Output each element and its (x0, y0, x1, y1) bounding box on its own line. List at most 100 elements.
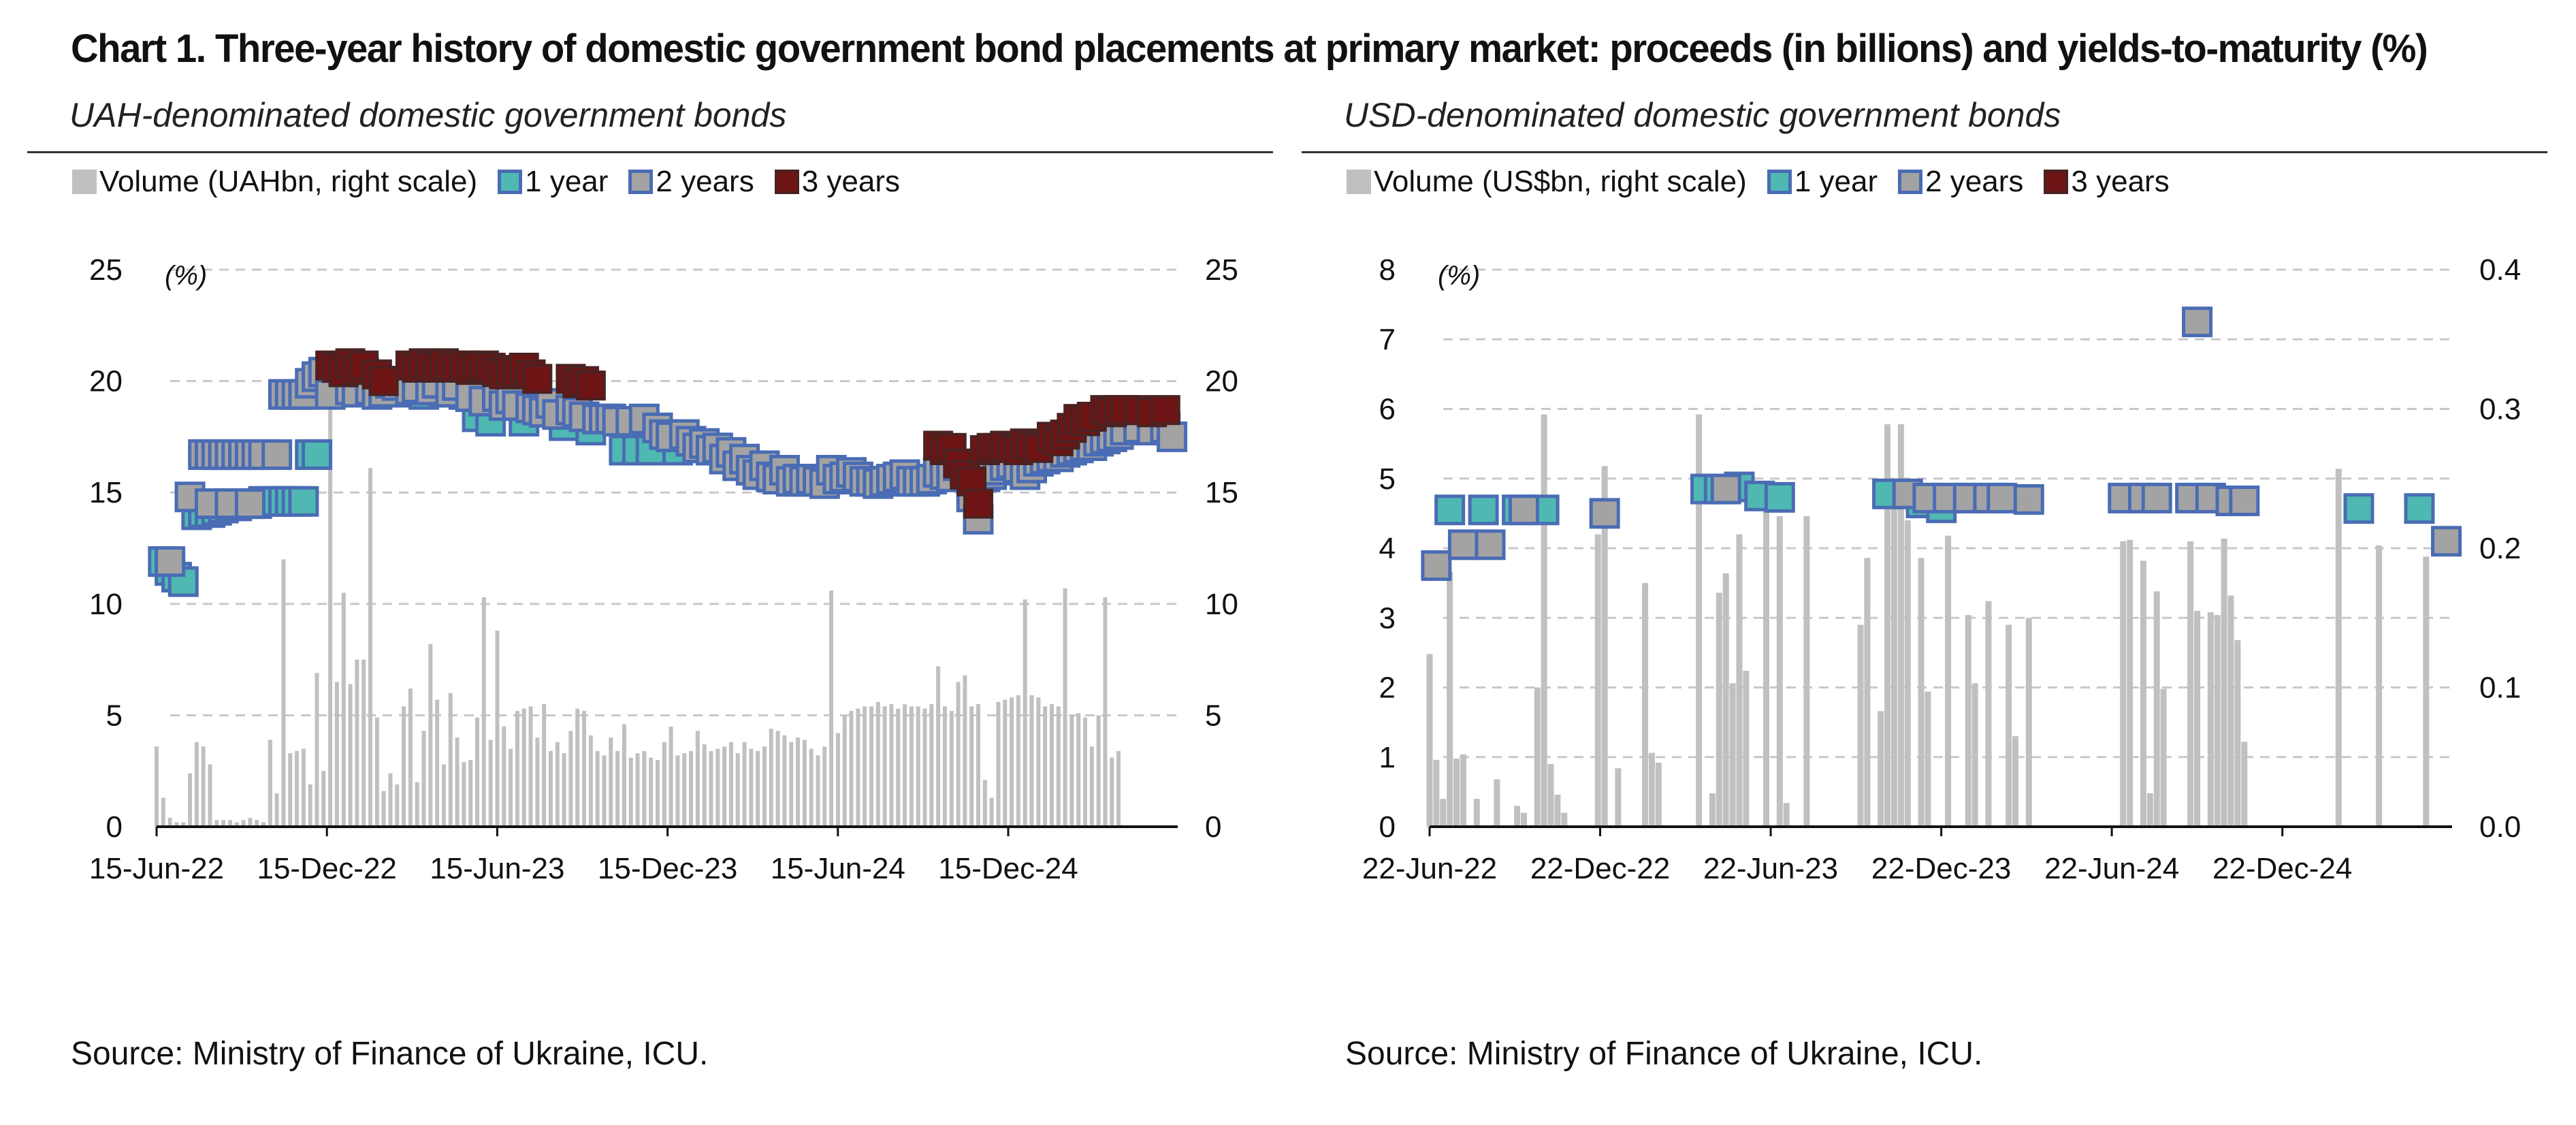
uah-volume-bar (963, 675, 967, 827)
usd-volume-bar (1897, 424, 1904, 827)
uah-volume-bar (969, 706, 974, 827)
uah-volume-bar (214, 820, 219, 827)
usd-volume-bar (1453, 758, 1460, 827)
uah-volume-bar (856, 708, 860, 827)
uah-volume-bar (1083, 717, 1088, 827)
uah-volume-bar (796, 738, 801, 827)
usd-volume-bar (1918, 558, 1925, 827)
uah-volume-bar (735, 753, 740, 827)
uah-volume-bar (341, 592, 346, 827)
usd-right-tick-label: 0.2 (2479, 532, 2521, 565)
usd-volume-bar (1601, 466, 1608, 827)
uah-point-2-years (155, 546, 186, 577)
uah-volume-bar (669, 726, 673, 827)
usd-volume-bar (1736, 534, 1743, 827)
usd-volume-bar (1945, 535, 1952, 827)
usd-volume-bar (1783, 803, 1790, 827)
uah-volume-bar (595, 750, 600, 827)
uah-left-tick-label: 25 (89, 253, 123, 287)
uah-volume-bar (875, 701, 880, 827)
usd-volume-bar (1514, 806, 1521, 827)
uah-volume-bar (174, 822, 179, 827)
uah-left-tick-label: 15 (89, 476, 123, 509)
usd-volume-bar (1890, 492, 1897, 827)
uah-volume-bar (415, 782, 419, 827)
uah-volume-bar (896, 708, 901, 827)
usd-point-2-years (1986, 482, 2018, 513)
usd-volume-bar (2187, 541, 2194, 827)
uah-volume-bar (1056, 706, 1061, 827)
usd-legend: Volume (US$bn, right scale) 1 year 2 yea… (1347, 165, 2190, 199)
uah-volume-bar (996, 701, 1001, 827)
uah-volume-bar (321, 771, 326, 827)
uah-volume-bar (715, 748, 720, 827)
uah-volume-bar (194, 742, 199, 827)
uah-left-tick-label: 20 (89, 365, 123, 398)
usd-point-2-years (1475, 529, 1506, 560)
uah-volume-bar (1116, 750, 1121, 827)
uah-volume-bar (161, 797, 165, 827)
uah-legend-2y: 2 years (628, 165, 754, 199)
usd-legend-1y: 1 year (1767, 165, 1878, 199)
usd-x-tick-label: 22-Jun-24 (2044, 852, 2179, 885)
uah-volume-bar (355, 659, 359, 827)
uah-volume-bar (448, 693, 453, 827)
uah-chart-panel: UAH-denominated domestic government bond… (27, 91, 1300, 1072)
uah-x-tick-label: 15-Dec-23 (598, 852, 737, 885)
usd-volume-bar (1547, 763, 1554, 827)
usd-legend-3y-label: 3 years (2071, 165, 2170, 198)
uah-right-tick-label: 25 (1205, 253, 1238, 287)
usd-chart-panel: USD-denominated domestic government bond… (1302, 91, 2561, 1072)
uah-volume-bar (709, 750, 713, 827)
uah-volume-bar (555, 742, 560, 827)
usd-volume-bar (1447, 571, 1453, 827)
uah-volume-bar (976, 704, 981, 827)
uah-volume-bar (849, 710, 854, 827)
uah-volume-bar (241, 820, 246, 827)
uah-point-3-years (522, 364, 553, 394)
uah-volume-bar (1076, 713, 1081, 827)
uah-volume-bar (649, 757, 654, 827)
uah-volume-bar (381, 791, 386, 827)
usd-legend-2y: 2 years (1898, 165, 2023, 199)
uah-volume-bar (542, 704, 547, 827)
usd-point-1-year (1434, 494, 1466, 526)
uah-series-3-years (315, 348, 1180, 519)
usd-left-tick-label: 5 (1379, 462, 1396, 496)
usd-volume-bar (1971, 683, 1978, 827)
uah-volume-bar (1023, 599, 1027, 827)
uah-volume-bar (1003, 699, 1008, 827)
uah-volume-bar (903, 704, 907, 827)
uah-volume-bar (949, 710, 954, 827)
uah-volume-bar (528, 706, 533, 827)
uah-volume-bar (468, 759, 473, 827)
uah-volume-bar (662, 742, 666, 827)
uah-volume-bar (295, 750, 300, 827)
uah-volume-bar (615, 750, 620, 827)
uah-legend-volume-label: Volume (UAHbn, right scale) (99, 165, 478, 198)
uah-volume-bar (909, 706, 914, 827)
usd-volume-bar (1494, 779, 1500, 827)
uah-volume-bar (1089, 746, 1094, 827)
usd-volume-bar (2241, 742, 2248, 827)
two-year-swatch-icon (1898, 170, 1923, 194)
usd-chart-plot: 0 1 2 3 4 5 6 7 8 0.0 0.1 0.2 0.3 0.4 (%) 22-Jun-22 22-D… (1362, 253, 2521, 885)
usd-volume-bar (1520, 812, 1527, 827)
uah-volume-bar (869, 706, 873, 827)
uah-volume-bar (455, 738, 460, 827)
uah-volume-bar (1063, 588, 1067, 827)
uah-volume-bar (301, 748, 306, 827)
usd-volume-bar (1460, 754, 1466, 827)
usd-volume-bar (1857, 624, 1864, 827)
usd-volume-bar (1803, 516, 1810, 827)
usd-point-1-year (2343, 493, 2374, 524)
uah-volume-bar (221, 820, 226, 827)
uah-volume-bar (802, 740, 807, 827)
uah-volume-bar (1049, 704, 1054, 827)
usd-x-tick-label: 22-Jun-23 (1703, 852, 1838, 885)
uah-volume-bar (308, 784, 312, 827)
uah-point-2-years (1157, 421, 1188, 452)
usd-left-tick-label: 8 (1379, 253, 1396, 287)
usd-volume-bar (2127, 539, 2134, 827)
uah-volume-bar (642, 750, 647, 827)
